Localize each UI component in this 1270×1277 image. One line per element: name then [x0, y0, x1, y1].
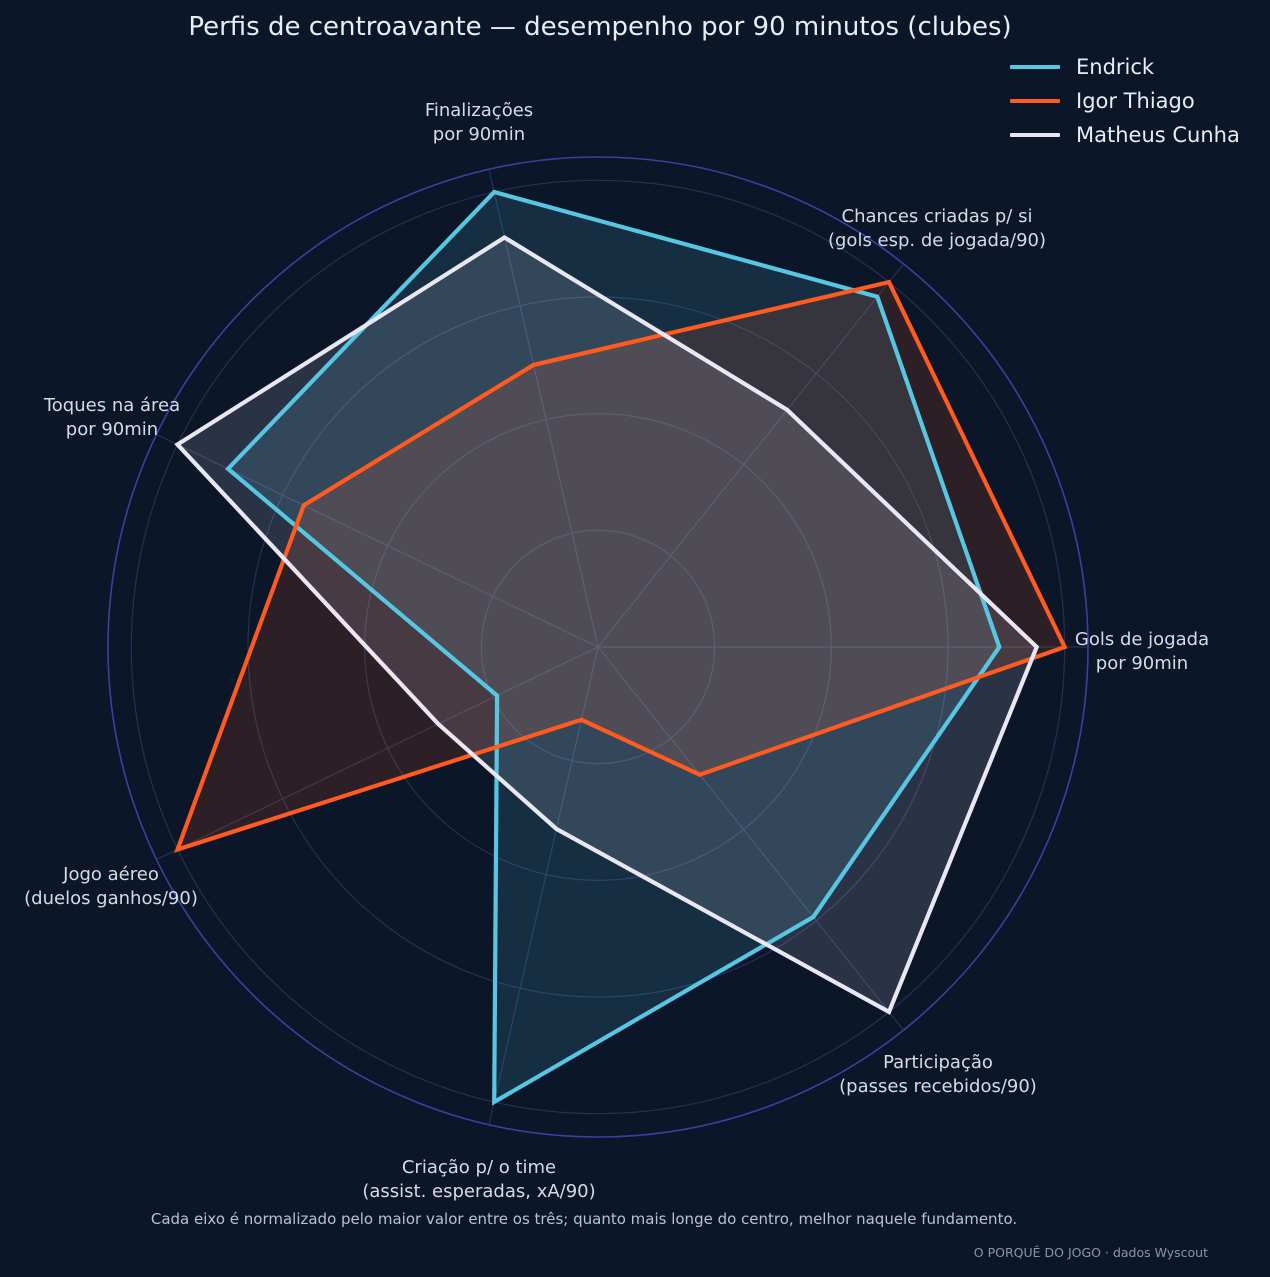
legend-swatch-matheus-cunha	[1010, 133, 1060, 137]
legend-label: Igor Thiago	[1076, 89, 1195, 113]
chart-credit: O PORQUÊ DO JOGO · dados Wyscout	[973, 1245, 1208, 1260]
axis-spoke-3	[488, 169, 599, 648]
chart-caption: Cada eixo é normalizado pelo maior valor…	[150, 1210, 1018, 1228]
axis-label-line: por 90min	[433, 124, 525, 145]
axis-label-line: Jogo aéreo	[62, 864, 159, 885]
axis-label-2: Chances criadas p/ si (gols esp. de jogad…	[828, 206, 1046, 251]
legend-label: Matheus Cunha	[1076, 123, 1240, 147]
axis-label-1: Gols de jogada por 90min	[1075, 629, 1209, 674]
axis-label-line: Toques na área	[43, 395, 180, 416]
axis-label-line: Finalizações	[425, 100, 533, 121]
axis-spoke-6	[488, 646, 599, 1125]
series-area-matheus-cunha	[177, 237, 1037, 1012]
axis-label-line: (gols esp. de jogada/90)	[828, 230, 1046, 251]
axis-label-6: Criação p/ o time (assist. esperadas, xA/…	[362, 1157, 595, 1202]
axis-label-4: Toques na área por 90min	[43, 395, 180, 440]
axis-label-line: (assist. esperadas, xA/90)	[362, 1181, 595, 1202]
series-area-igor-thiago	[177, 282, 1065, 850]
axis-label-line: (duelos ganhos/90)	[24, 888, 198, 909]
axis-label-line: Chances criadas p/ si	[842, 206, 1033, 227]
axis-spoke-5	[156, 646, 599, 861]
series-line-igor-thiago	[174, 279, 1068, 853]
series-line-endrick	[224, 189, 1002, 1106]
axis-label-line: por 90min	[1096, 653, 1188, 674]
legend-item-matheus-cunha: Matheus Cunha	[1010, 118, 1240, 152]
legend-label: Endrick	[1076, 55, 1155, 79]
series-line-matheus-cunha	[174, 235, 1040, 1015]
legend: Endrick Igor Thiago Matheus Cunha	[1010, 50, 1240, 152]
series-area-endrick	[228, 192, 1000, 1102]
axis-spoke-7	[597, 646, 904, 1031]
axis-spoke-2	[597, 263, 904, 648]
legend-swatch-igor-thiago	[1010, 99, 1060, 103]
axis-label-line: Criação p/ o time	[402, 1157, 556, 1178]
axis-label-line: Gols de jogada	[1075, 629, 1209, 650]
legend-swatch-endrick	[1010, 65, 1060, 69]
axis-label-3: Finalizações por 90min	[425, 100, 533, 145]
axis-label-5: Jogo aéreo (duelos ganhos/90)	[24, 864, 198, 909]
chart-title: Perfis de centroavante — desempenho por …	[188, 12, 1012, 42]
axis-label-line: por 90min	[66, 419, 158, 440]
axis-label-7: Participação (passes recebidos/90)	[839, 1052, 1037, 1097]
axis-label-line: (passes recebidos/90)	[839, 1076, 1037, 1097]
axis-label-line: Participação	[883, 1052, 993, 1073]
legend-item-igor-thiago: Igor Thiago	[1010, 84, 1240, 118]
legend-item-endrick: Endrick	[1010, 50, 1240, 84]
